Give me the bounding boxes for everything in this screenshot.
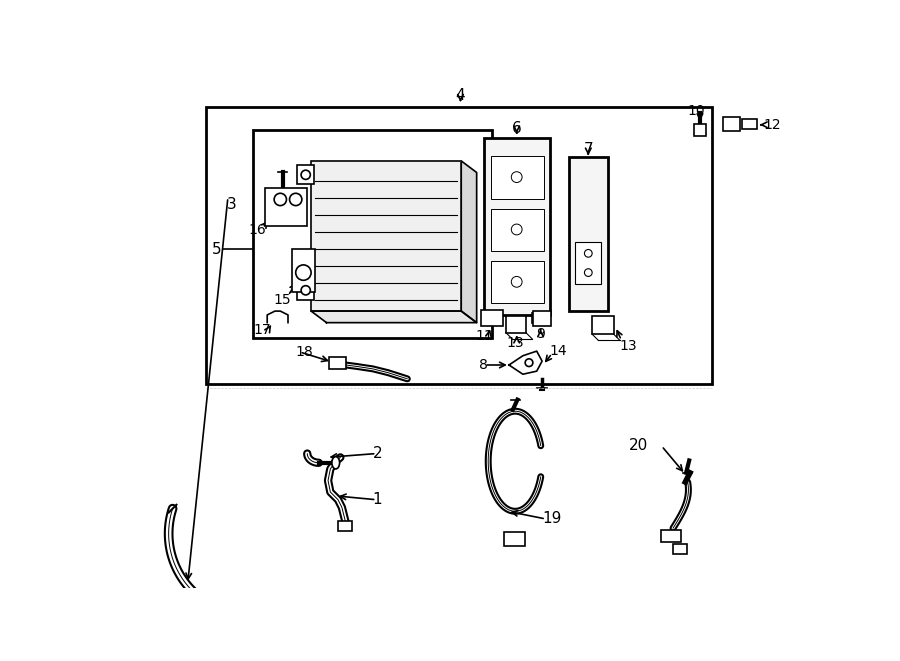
Bar (265, 188, 307, 226)
Bar (504, 532, 526, 546)
Bar (297, 165, 314, 184)
Text: 14: 14 (550, 344, 567, 358)
Bar (482, 309, 503, 327)
Bar (490, 313, 502, 323)
Bar (506, 316, 526, 332)
Circle shape (290, 193, 302, 206)
Bar (491, 261, 544, 303)
Circle shape (584, 269, 592, 276)
Bar (338, 522, 352, 531)
Bar (484, 138, 550, 315)
Bar (723, 117, 740, 131)
Bar (533, 311, 552, 327)
Polygon shape (267, 311, 288, 323)
Bar (292, 249, 315, 292)
Bar (662, 529, 680, 542)
Text: 5: 5 (212, 242, 222, 257)
Text: 4: 4 (455, 88, 465, 103)
Circle shape (511, 276, 522, 288)
Polygon shape (461, 161, 477, 323)
Circle shape (511, 172, 522, 182)
Circle shape (526, 359, 533, 367)
Bar (311, 161, 461, 311)
Bar (254, 130, 492, 338)
Bar (575, 242, 601, 284)
Bar (297, 280, 314, 299)
Circle shape (511, 224, 522, 235)
Bar (673, 543, 687, 555)
Text: 6: 6 (512, 121, 522, 136)
Bar (532, 313, 544, 323)
Text: 18: 18 (296, 345, 313, 359)
Text: 11: 11 (475, 329, 493, 343)
Text: 9: 9 (536, 327, 545, 341)
Text: 12: 12 (764, 118, 781, 132)
Circle shape (302, 170, 310, 179)
Text: 13: 13 (619, 338, 636, 353)
Text: 19: 19 (542, 512, 562, 527)
Text: 16: 16 (248, 223, 266, 237)
Bar (491, 156, 544, 199)
Bar (694, 124, 706, 136)
Bar (742, 118, 757, 130)
Text: 1: 1 (373, 492, 382, 507)
Text: 7: 7 (583, 142, 593, 157)
Polygon shape (311, 311, 477, 323)
Bar (491, 209, 544, 251)
Text: 13: 13 (507, 336, 524, 350)
Bar (569, 157, 608, 311)
Circle shape (584, 249, 592, 257)
Ellipse shape (332, 457, 339, 469)
Text: 17: 17 (254, 323, 272, 337)
Bar (205, 107, 712, 384)
Bar (592, 316, 614, 334)
Circle shape (296, 265, 311, 280)
Text: 20: 20 (629, 438, 648, 453)
Text: 8: 8 (480, 358, 488, 372)
Text: 10: 10 (688, 104, 705, 118)
Bar (328, 358, 346, 369)
Circle shape (302, 286, 310, 295)
Text: 3: 3 (227, 197, 237, 212)
Polygon shape (509, 351, 542, 374)
Text: 2: 2 (373, 446, 382, 461)
Text: 15: 15 (274, 293, 292, 307)
Circle shape (274, 193, 286, 206)
